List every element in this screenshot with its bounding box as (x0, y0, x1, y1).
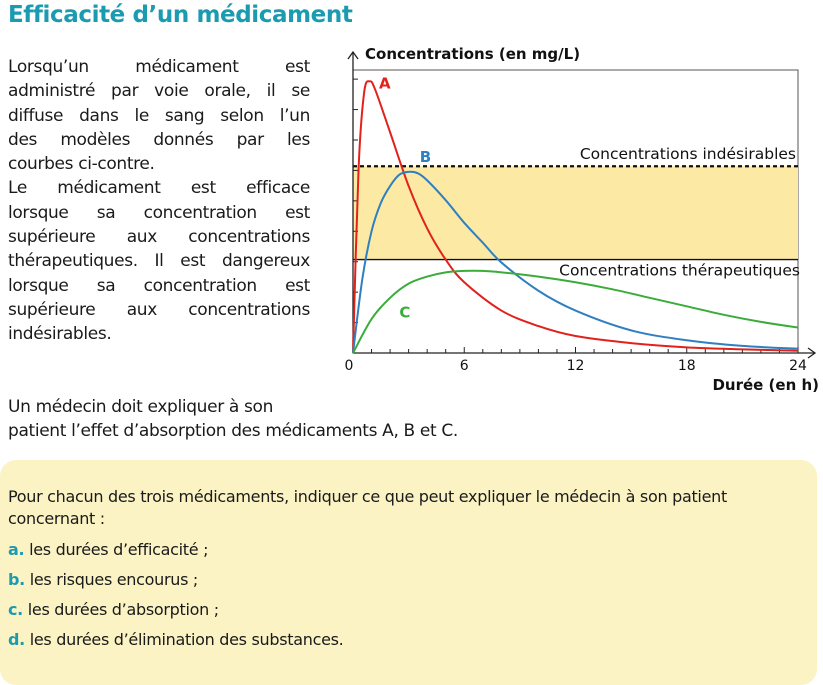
item-text: les risques encourus ; (29, 570, 199, 589)
item-text: les durées d’efficacité ; (29, 540, 209, 559)
intro-line: Le médicament est efficace (8, 178, 310, 199)
series-C-line (352, 269, 799, 354)
tail-paragraph: Un médecin doit expliquer à son patient … (8, 395, 608, 444)
intro-line: administré par voie orale, il se (8, 81, 310, 102)
tail-line: Un médecin doit expliquer à son (8, 397, 274, 417)
series-A-line (352, 80, 799, 354)
item-text: les durées d’élimination des substances. (29, 630, 344, 649)
series-B-label: B (420, 148, 431, 166)
question-text: Pour chacun des trois médicaments, indiq… (8, 487, 727, 528)
question-box: Pour chacun des trois médicaments, indiq… (0, 460, 817, 685)
intro-line: diffuse dans le sang selon l’un (8, 105, 310, 126)
series-B-line (352, 170, 799, 354)
intro-line: courbes ci-contre. (8, 154, 155, 175)
y-axis-label: Concentrations (en mg/L) (365, 45, 580, 63)
x-tick-label: 24 (789, 358, 807, 374)
question-item-d: d. les durées d’élimination des substanc… (8, 630, 344, 649)
intro-line: lorsque sa concentration est (8, 202, 310, 223)
item-letter: d. (8, 630, 25, 649)
x-tick-label: 12 (567, 358, 585, 374)
undesirable-label: Concentrations indésirables (580, 145, 796, 163)
x-axis-arrow (807, 347, 817, 359)
x-tick-label: 0 (345, 358, 354, 374)
intro-line: thérapeutiques. Il est dangereux (8, 251, 310, 272)
item-letter: b. (8, 570, 25, 589)
intro-line: supérieure aux concentrations (8, 227, 310, 248)
series-C-label: C (399, 304, 410, 322)
tail-line: patient l’effet d’absorption des médicam… (8, 421, 458, 442)
item-letter: a. (8, 540, 25, 559)
x-axis-label: Durée (en h) (712, 376, 819, 394)
intro-line: Lorsqu’un médicament est (8, 57, 310, 77)
concentration-chart: 0 6 12 18 24 Concentrations (en mg/L) Durée (e… (345, 45, 819, 394)
therapeutic-label: Concentrations thérapeutiques (559, 262, 800, 280)
page-title: Efficacité d’un médicament (8, 2, 353, 28)
intro-line: supérieure aux concentrations (8, 299, 310, 320)
intro-paragraph: Lorsqu’un médicament est administré par … (8, 55, 310, 347)
therapeutic-band (353, 166, 798, 260)
question-item-b: b. les risques encourus ; (8, 570, 198, 589)
intro-line: indésirables. (8, 324, 112, 345)
x-tick-label: 6 (460, 358, 469, 374)
item-letter: c. (8, 600, 23, 619)
question-item-a: a. les durées d’efficacité ; (8, 540, 208, 559)
series-A-label: A (379, 74, 391, 92)
intro-line: des modèles donnés par les (8, 129, 310, 150)
y-axis-arrow (347, 50, 359, 60)
x-tick-label: 18 (678, 358, 696, 374)
item-text: les durées d’absorption ; (27, 600, 219, 619)
question-item-c: c. les durées d’absorption ; (8, 600, 219, 619)
intro-line: lorsque sa concentration est (8, 275, 310, 296)
